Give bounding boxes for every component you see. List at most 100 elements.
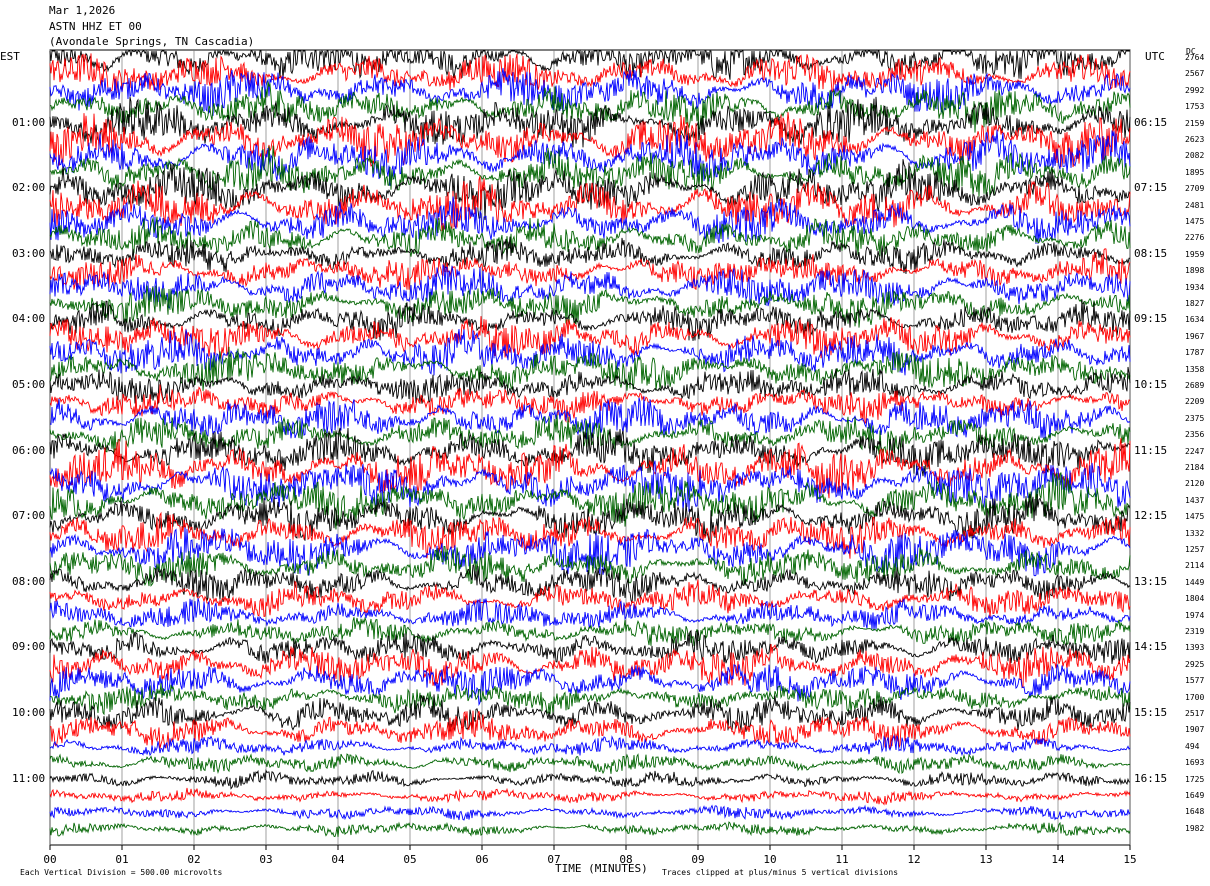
seismic-trace [49,96,1131,148]
dc-offset-value: 2623 [1185,135,1205,144]
dc-offset-value: 2517 [1185,709,1205,718]
seismic-trace [49,316,1131,361]
seismic-trace [49,804,1131,821]
seismic-trace [49,579,1131,618]
dc-offset-value: 1475 [1185,512,1205,522]
dc-offset-value: 2689 [1185,381,1205,390]
left-hour-label: 04:00 [12,312,46,326]
dc-offset-value: 1787 [1185,348,1205,358]
dc-label: DC [1186,47,1196,56]
right-hour-label: 15:15 [1134,706,1168,719]
seismic-trace [49,67,1131,116]
right-hour-label: 08:15 [1134,246,1168,260]
dc-offset-value: 1693 [1185,758,1205,768]
right-hour-label: 06:15 [1134,115,1168,129]
x-tick-label: 03 [259,853,272,866]
x-tick-label: 00 [43,853,56,866]
seismic-trace [49,329,1131,376]
x-axis-title: TIME (MINUTES) [555,862,648,875]
dc-offset-value: 1753 [1185,102,1205,112]
left-hour-label: 01:00 [12,115,46,129]
seismic-trace [49,787,1131,806]
dc-offset-value: 2709 [1185,184,1205,194]
seismic-trace [49,493,1131,544]
dc-offset-value: 2209 [1185,397,1205,407]
seismic-trace [49,396,1131,441]
seismic-trace [49,683,1131,716]
left-hour-label: 06:00 [12,443,46,457]
dc-offset-value: 1895 [1185,167,1205,177]
dc-offset-value: 1437 [1185,495,1205,505]
seismic-trace [49,753,1131,775]
seismic-trace [49,511,1131,559]
seismic-trace [49,236,1130,274]
x-tick-label: 09 [691,853,704,866]
seismic-trace [49,299,1131,341]
left-hour-label: 10:00 [12,706,46,719]
seismic-trace [49,145,1131,198]
dc-offset-value: 2159 [1185,118,1205,128]
x-tick-label: 06 [475,853,488,866]
seismic-trace [49,159,1131,221]
scale-note: Each Vertical Division = 500.00 microvol… [20,868,223,877]
dc-offset-value: 2356 [1185,430,1205,440]
dc-offset-value: 1907 [1185,725,1205,735]
seismic-trace [49,734,1131,757]
left-hour-label: 02:00 [12,181,46,195]
left-hour-label: 08:00 [12,574,46,588]
dc-offset-value: 1967 [1185,331,1205,341]
seismic-trace [49,821,1131,838]
x-tick-label: 10 [763,853,776,866]
seismic-trace [49,285,1131,328]
left-timezone-label: EST [0,50,20,63]
dc-offset-value: 1577 [1185,676,1205,686]
seismic-trace [49,643,1131,689]
right-hour-label: 16:15 [1134,771,1168,785]
location-label: (Avondale Springs, TN Cascadia) [49,35,255,48]
dc-offset-value: 1700 [1185,692,1205,702]
seismic-trace [49,437,1131,499]
dc-offset-value: 2184 [1185,463,1205,472]
dc-offset-value: 1332 [1185,528,1205,538]
dc-offset-value: 2992 [1185,85,1205,95]
clip-note: Traces clipped at plus/minus 5 vertical … [662,868,899,877]
dc-offset-value: 1959 [1185,249,1205,259]
seismic-trace [49,346,1131,391]
x-tick-label: 15 [1123,853,1136,866]
seismic-trace [49,545,1131,587]
dc-offset-value: 1449 [1185,577,1205,587]
seismic-trace [49,175,1131,232]
station-label: ASTN HHZ ET 00 [49,20,142,33]
right-hour-label: 14:15 [1134,640,1168,654]
dc-offset-value: 1634 [1185,315,1205,325]
dc-offset-value: 1827 [1185,299,1205,308]
dc-offset-value: 2247 [1185,446,1205,456]
seismic-trace [49,196,1131,244]
dc-offset-value: 2764 [1185,53,1205,62]
x-tick-label: 13 [979,853,992,866]
x-tick-label: 12 [907,853,920,866]
seismic-trace [50,81,1131,133]
seismic-trace [49,527,1131,577]
seismic-trace [49,263,1131,309]
dc-offset-value: 2375 [1185,413,1205,423]
date-label: Mar 1,2026 [49,4,116,17]
dc-offset-value: 2481 [1185,200,1205,210]
seismic-trace [49,664,1131,707]
dc-offset-value: 1974 [1185,610,1205,620]
seismic-trace [49,216,1131,257]
dc-offset-value: 494 [1185,741,1200,751]
seismic-trace [49,427,1131,477]
seismic-trace [49,366,1131,405]
right-hour-label: 10:15 [1134,378,1168,391]
dc-offset-value: 1804 [1185,594,1205,604]
dc-offset-value: 1725 [1185,774,1205,784]
dc-offset-value: 1649 [1185,791,1205,800]
seismic-trace [49,768,1131,790]
right-timezone-label: UTC [1145,50,1165,63]
x-tick-label: 01 [115,853,128,866]
x-tick-label: 07 [547,853,560,866]
right-hour-label: 09:15 [1134,312,1168,326]
seismic-trace [49,694,1131,733]
right-hour-label: 07:15 [1134,181,1168,195]
